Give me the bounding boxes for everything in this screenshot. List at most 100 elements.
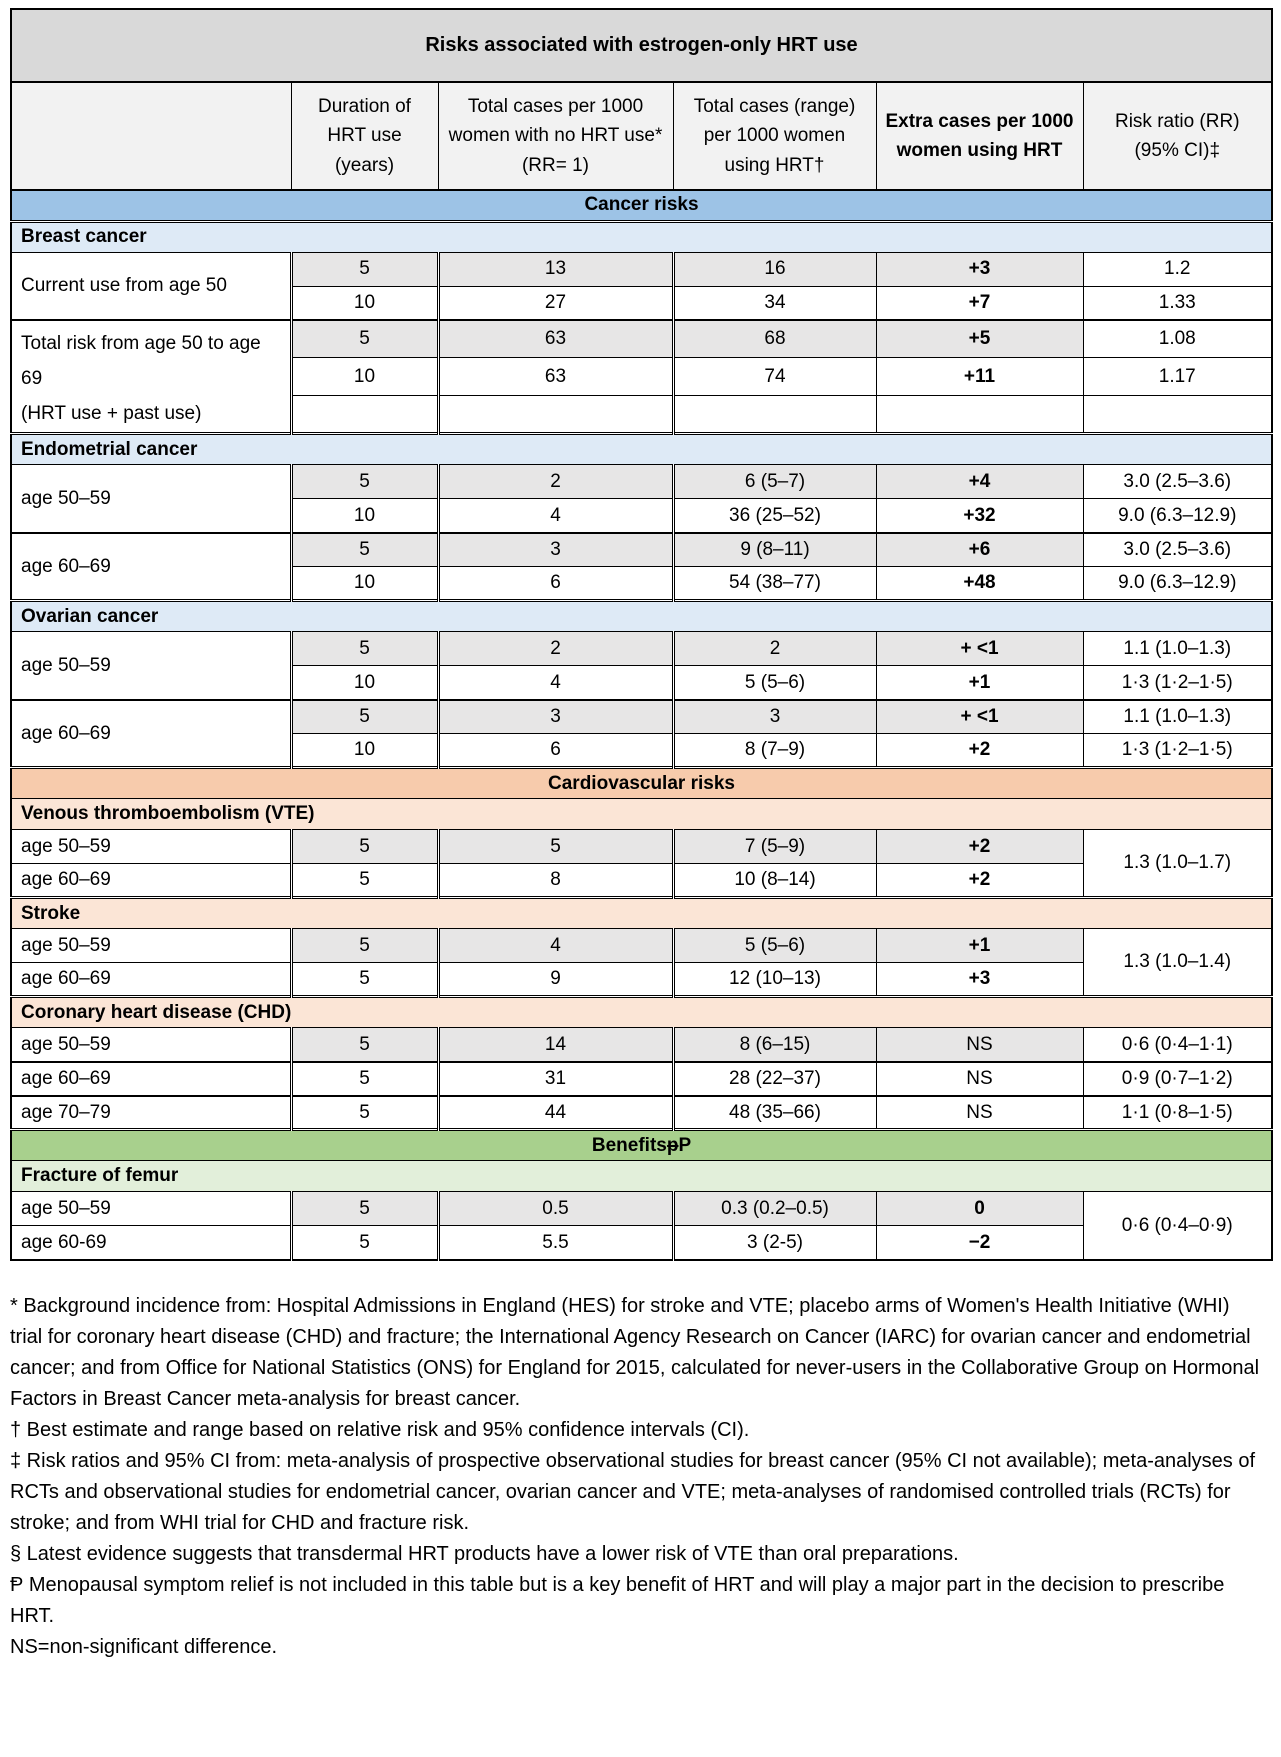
using-hrt-cell: 8 (6–15) — [671, 1027, 877, 1063]
footnote-double-dagger: ‡ Risk ratios and 95% CI from: meta-anal… — [10, 1449, 1256, 1534]
subsection-band-ovarian: Ovarian cancer — [10, 599, 1273, 633]
extra-cases-cell: +6 — [875, 531, 1084, 568]
no-hrt-cell: 5.5 — [436, 1225, 674, 1261]
table-row-empty — [11, 395, 1273, 435]
row-label: Total risk from age 50 to age 69 (HRT us… — [10, 319, 292, 435]
duration-cell: 10 — [289, 285, 439, 321]
risk-ratio-cell: 1.3 (1.0–1.7) — [1082, 829, 1273, 899]
table-row: 10 4 5 (5–6) +1 1·3 (1·2–1·5) — [11, 665, 1273, 701]
subsection-band-ovarian-label: Ovarian cancer — [10, 599, 1273, 633]
duration-cell: 5 — [289, 1094, 439, 1131]
risk-ratio-cell: 1.17 — [1082, 357, 1273, 397]
subsection-band-vte-label: Venous thromboembolism (VTE) — [10, 798, 1273, 831]
using-hrt-cell: 68 — [671, 319, 877, 359]
using-hrt-cell: 2 — [671, 631, 877, 667]
footnotes: * Background incidence from: Hospital Ad… — [10, 1291, 1265, 1663]
extra-cases-cell: NS — [875, 1060, 1084, 1097]
table-row: age 70–79 5 44 48 (35–66) NS 1·1 (0·8–1·… — [10, 1094, 1273, 1131]
row-label: age 50–59 — [10, 928, 292, 964]
no-hrt-cell: 31 — [436, 1060, 674, 1097]
table-row: age 50–59 5 4 5 (5–6) +1 1.3 (1.0–1.4) — [10, 928, 1273, 998]
risk-ratio-cell: 3.0 (2.5–3.6) — [1082, 531, 1273, 568]
using-hrt-cell: 54 (38–77) — [671, 566, 877, 602]
footnote-dagger: † Best estimate and range based on relat… — [10, 1418, 750, 1441]
hrt-risk-table: Risks associated with estrogen-only HRT … — [10, 8, 1273, 1261]
subsection-band-chd: Coronary heart disease (CHD) — [10, 995, 1273, 1029]
no-hrt-cell: 3 — [436, 698, 674, 735]
duration-cell: 5 — [289, 829, 439, 865]
row-label: age 60–69 — [10, 531, 292, 602]
no-hrt-cell: 6 — [436, 733, 674, 769]
subsection-band-fracture-label: Fracture of femur — [10, 1160, 1273, 1193]
footnote-p-stroke: Ᵽ Menopausal symptom relief is not inclu… — [10, 1573, 1225, 1627]
row-label: age 60-69 — [10, 1225, 292, 1261]
using-hrt-cell: 5 (5–6) — [671, 928, 877, 964]
duration-cell: 5 — [289, 319, 439, 359]
table-row: age 60–69 5 9 12 (10–13) +3 — [10, 962, 1272, 998]
table-title: Risks associated with estrogen-only HRT … — [10, 8, 1273, 83]
using-hrt-cell: 3 (2-5) — [671, 1225, 877, 1261]
extra-cases-cell: + <1 — [875, 631, 1084, 667]
col-header-using-hrt: Total cases (range) per 1000 women using… — [672, 81, 877, 191]
table-row: age 60–69 5 3 9 (8–11) +6 3.0 (2.5–3.6) — [10, 531, 1273, 602]
no-hrt-cell: 4 — [436, 928, 674, 964]
table-row: age 50–59 5 2 2 + <1 1.1 (1.0–1.3) — [10, 631, 1273, 701]
table-row: age 50–59 5 0.5 0.3 (0.2–0.5) 0 0·6 (0·4… — [10, 1191, 1273, 1261]
row-label: age 50–59 — [10, 829, 292, 865]
section-band-cancer: Cancer risks — [10, 189, 1273, 222]
col-header-risk-ratio: Risk ratio (RR) (95% CI)‡ — [1082, 81, 1273, 191]
section-band-benefits: BenefitsᵽP — [10, 1128, 1273, 1162]
using-hrt-cell: 7 (5–9) — [671, 829, 877, 865]
using-hrt-cell: 74 — [671, 357, 877, 397]
table-row: 10 6 54 (38–77) +48 9.0 (6.3–12.9) — [11, 566, 1273, 602]
risk-ratio-cell: 9.0 (6.3–12.9) — [1082, 498, 1273, 534]
row-label-line1: Total risk from age 50 to age 69 — [21, 333, 261, 390]
subsection-band-endometrial: Endometrial cancer — [10, 432, 1273, 466]
extra-cases-cell: +7 — [875, 285, 1084, 321]
row-label: age 70–79 — [10, 1094, 292, 1131]
duration-cell: 10 — [289, 665, 439, 701]
subsection-band-fracture: Fracture of femur — [10, 1160, 1273, 1193]
col-header-blank — [10, 81, 292, 191]
using-hrt-cell — [671, 395, 877, 435]
using-hrt-cell: 36 (25–52) — [671, 498, 877, 534]
no-hrt-cell: 6 — [436, 566, 674, 602]
footnote-section-sign: § Latest evidence suggests that transder… — [10, 1542, 959, 1565]
subsection-band-breast-label: Breast cancer — [10, 219, 1273, 253]
duration-cell: 10 — [289, 566, 439, 602]
extra-cases-cell: + <1 — [875, 698, 1084, 735]
col-header-duration: Duration of HRT use (years) — [290, 81, 439, 191]
no-hrt-cell: 2 — [436, 631, 674, 667]
no-hrt-cell: 5 — [436, 829, 674, 865]
using-hrt-cell: 3 — [671, 698, 877, 735]
row-label-line2: (HRT use + past use) — [21, 403, 202, 425]
risk-ratio-cell: 1.2 — [1082, 251, 1273, 287]
subsection-band-breast: Breast cancer — [10, 219, 1273, 253]
row-label: age 50–59 — [10, 631, 292, 701]
duration-cell: 5 — [289, 1060, 439, 1097]
risk-ratio-cell: 0·6 (0·4–1·1) — [1082, 1027, 1273, 1063]
duration-cell: 5 — [289, 1225, 439, 1261]
extra-cases-cell: +3 — [875, 251, 1084, 287]
duration-cell: 5 — [289, 962, 439, 998]
table-row: age 60–69 5 31 28 (22–37) NS 0·9 (0·7–1·… — [10, 1060, 1273, 1097]
table-row: age 50–59 5 14 8 (6–15) NS 0·6 (0·4–1·1) — [10, 1027, 1273, 1063]
duration-cell: 5 — [289, 698, 439, 735]
no-hrt-cell: 0.5 — [436, 1191, 674, 1227]
no-hrt-cell — [436, 395, 674, 435]
using-hrt-cell: 5 (5–6) — [671, 665, 877, 701]
duration-cell: 10 — [289, 733, 439, 769]
risk-ratio-cell: 0·6 (0·4–0·9) — [1082, 1191, 1273, 1261]
table-row: age 60–69 5 3 3 + <1 1.1 (1.0–1.3) — [10, 698, 1273, 769]
risk-ratio-cell: 1·3 (1·2–1·5) — [1082, 733, 1273, 769]
extra-cases-cell: NS — [875, 1027, 1084, 1063]
row-label: age 60–69 — [10, 863, 292, 899]
duration-cell: 10 — [289, 357, 439, 397]
footnote-background-incidence: * Background incidence from: Hospital Ad… — [10, 1294, 1260, 1410]
risk-ratio-cell: 1.08 — [1082, 319, 1273, 359]
extra-cases-cell: +2 — [875, 733, 1084, 769]
using-hrt-cell: 48 (35–66) — [671, 1094, 877, 1131]
duration-cell: 5 — [289, 631, 439, 667]
section-band-benefits-label: BenefitsᵽP — [10, 1128, 1273, 1162]
